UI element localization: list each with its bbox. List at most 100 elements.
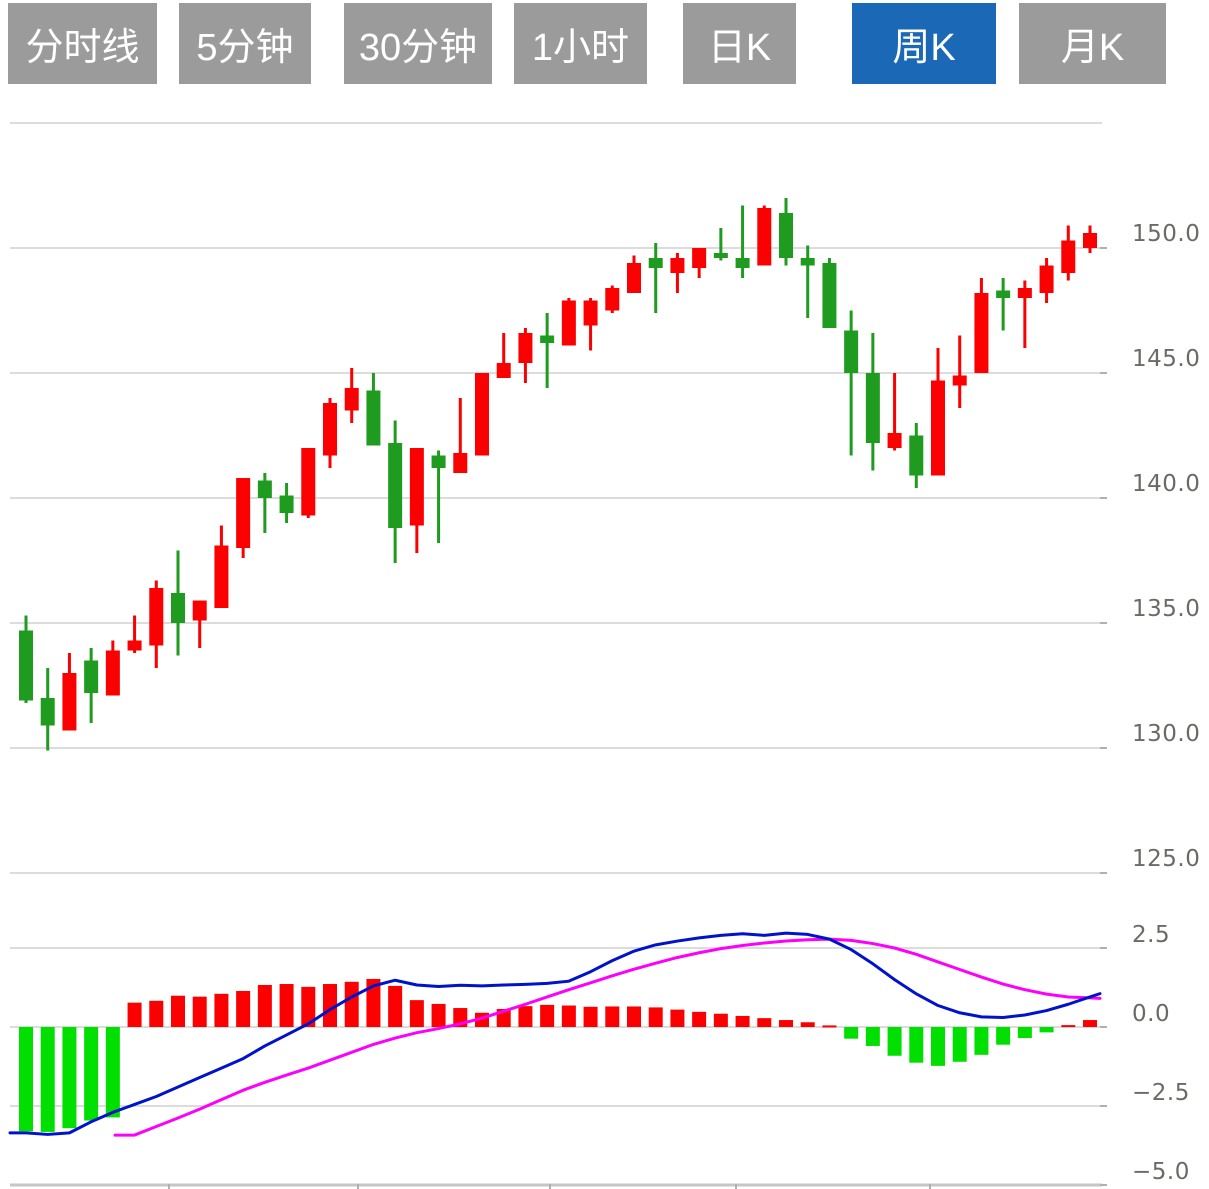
macd-histogram-bar — [800, 1022, 815, 1027]
period-tabbar: 分时线 5分钟 30分钟 1小时 日K 周K 月K — [0, 0, 1209, 90]
macd-histogram-bar — [931, 1027, 946, 1066]
candle-body-down — [996, 290, 1011, 298]
candle-body-down — [822, 263, 837, 328]
macd-histogram-bar — [648, 1007, 663, 1027]
macd-histogram-bar — [236, 990, 251, 1027]
candle-body-up — [974, 293, 989, 373]
candle-wick-up — [198, 600, 202, 648]
macd-histogram-bar — [974, 1027, 989, 1055]
candle-body-up — [496, 363, 511, 378]
candle-wick-down — [1001, 278, 1005, 331]
candle-body-up — [1083, 233, 1098, 248]
candle-body-down — [779, 213, 794, 258]
macd-histogram-bar — [952, 1027, 967, 1062]
candle-wick-up — [1023, 280, 1027, 348]
macd-histogram-bar — [583, 1006, 598, 1027]
candle-body-down — [865, 373, 880, 443]
macd-histogram-bar — [279, 984, 294, 1027]
candle-body-up — [344, 388, 359, 411]
candle-body-down — [800, 258, 815, 266]
candle-body-down — [84, 660, 99, 693]
macd-histogram-bar — [605, 1006, 620, 1027]
macd-axis-label: 0.0 — [1132, 1001, 1170, 1027]
tab-daily-k[interactable]: 日K — [683, 3, 796, 84]
candle-body-up — [214, 545, 229, 608]
tab-1hour[interactable]: 1小时 — [514, 3, 647, 84]
macd-histogram-bar — [757, 1018, 772, 1027]
macd-histogram-bar — [344, 981, 359, 1027]
tab-5min[interactable]: 5分钟 — [179, 3, 311, 84]
macd-histogram-bar — [561, 1005, 576, 1027]
candle-body-up — [692, 248, 707, 268]
candle-wick-down — [654, 243, 658, 313]
macd-histogram-bar — [822, 1025, 837, 1028]
candle-wick-up — [893, 373, 897, 451]
candle-body-up — [952, 375, 967, 386]
price-axis-label: 130.0 — [1132, 721, 1200, 747]
tab-monthly-k[interactable]: 月K — [1019, 3, 1166, 84]
macd-histogram-bar — [388, 985, 403, 1027]
candle-wick-up — [458, 398, 462, 473]
candle-wick-up — [958, 335, 962, 408]
macd-histogram-bar — [192, 996, 207, 1027]
price-axis-label: 135.0 — [1132, 596, 1200, 622]
candle-body-up — [105, 650, 120, 696]
price-axis-label: 125.0 — [1132, 846, 1200, 872]
candle-body-down — [909, 435, 924, 476]
candle-body-down — [713, 253, 728, 258]
macd-histogram-bar — [627, 1006, 642, 1027]
candle-body-up — [62, 673, 77, 731]
candle-body-up — [1039, 265, 1054, 293]
macd-histogram-bar — [518, 1006, 533, 1027]
candle-body-up — [627, 263, 642, 293]
macd-histogram-bar — [105, 1027, 120, 1118]
candle-body-up — [475, 373, 490, 456]
candle-body-up — [887, 433, 902, 448]
macd-histogram-bar — [1061, 1025, 1076, 1028]
candle-body-up — [1061, 240, 1076, 273]
candle-body-up — [192, 600, 207, 621]
candle-body-up — [605, 288, 620, 311]
macd-axis-label: −5.0 — [1132, 1159, 1190, 1185]
candle-wick-down — [806, 245, 810, 318]
macd-histogram-bar — [214, 993, 229, 1027]
candle-body-up — [518, 333, 533, 363]
candle-body-up — [757, 208, 772, 266]
candle-body-down — [19, 630, 33, 701]
macd-histogram-bar — [735, 1015, 750, 1027]
macd-histogram-bar — [127, 1002, 142, 1027]
candle-wick-down — [437, 450, 441, 543]
candle-body-down — [540, 335, 555, 343]
dif-line — [8, 931, 1102, 1136]
candle-wick-up — [133, 615, 137, 653]
candle-body-up — [301, 448, 316, 516]
macd-histogram-bar — [887, 1027, 902, 1056]
candle-body-down — [257, 480, 272, 498]
price-axis-label: 145.0 — [1132, 346, 1200, 372]
candle-body-down — [40, 698, 55, 726]
macd-histogram-bar — [19, 1027, 33, 1132]
candle-body-up — [931, 380, 946, 476]
candle-body-up — [453, 453, 468, 473]
candle-body-down — [431, 455, 446, 468]
candle-body-up — [583, 300, 598, 326]
macd-histogram-bar — [1083, 1020, 1098, 1027]
macd-histogram-bar — [1039, 1027, 1054, 1033]
macd-histogram-bar — [301, 986, 316, 1027]
tab-30min[interactable]: 30分钟 — [344, 3, 492, 84]
macd-histogram-bar — [84, 1027, 99, 1121]
candle-body-up — [561, 300, 576, 346]
macd-axis-label: −2.5 — [1132, 1080, 1190, 1106]
macd-histogram-bar — [909, 1027, 924, 1063]
dea-line — [113, 937, 1102, 1137]
macd-histogram-bar — [540, 1004, 555, 1027]
price-axis-label: 150.0 — [1132, 221, 1200, 247]
macd-histogram-bar — [670, 1009, 685, 1027]
candle-body-up — [149, 588, 164, 646]
tab-weekly-k[interactable]: 周K — [852, 3, 996, 84]
tab-timeshare[interactable]: 分时线 — [8, 3, 157, 84]
macd-histogram-bar — [366, 978, 381, 1027]
macd-histogram-bar — [323, 984, 338, 1027]
macd-histogram-bar — [713, 1013, 728, 1027]
